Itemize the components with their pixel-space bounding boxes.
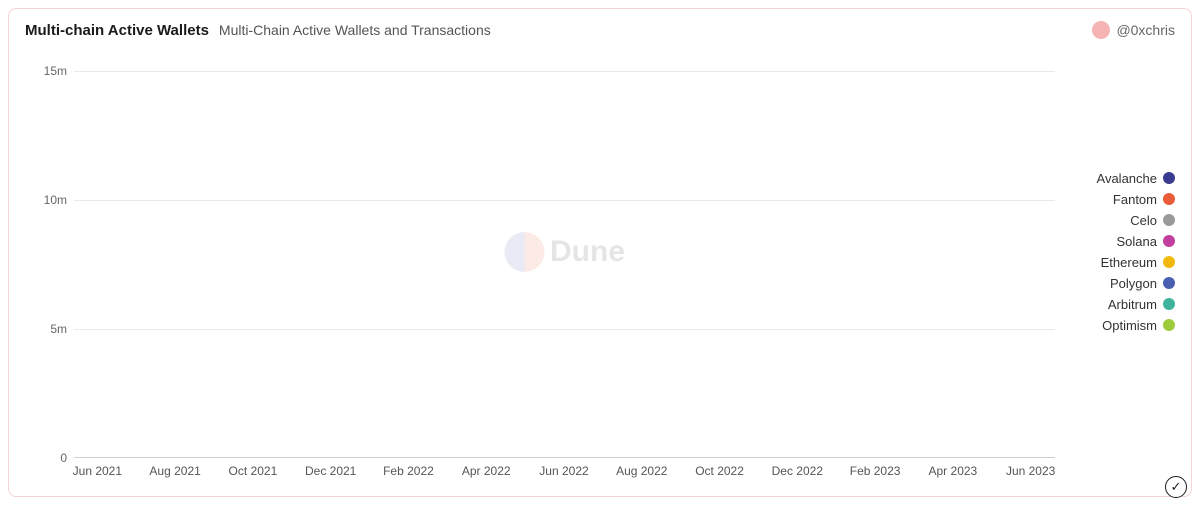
legend-item-polygon[interactable]: Polygon (1067, 276, 1175, 291)
legend-item-fantom[interactable]: Fantom (1067, 192, 1175, 207)
x-tick-label: Oct 2022 (695, 464, 744, 478)
legend-label: Arbitrum (1108, 297, 1157, 312)
x-tick-label: Jun 2021 (73, 464, 122, 478)
grid-line (74, 329, 1055, 330)
title-group: Multi-chain Active Wallets Multi-Chain A… (25, 22, 491, 39)
x-tick-label: Apr 2023 (929, 464, 978, 478)
author-link[interactable]: @0xchris (1092, 21, 1175, 39)
bar-column (778, 45, 817, 458)
legend-item-ethereum[interactable]: Ethereum (1067, 255, 1175, 270)
legend-label: Polygon (1110, 276, 1157, 291)
legend-swatch-icon (1163, 298, 1175, 310)
bars-container (74, 45, 1055, 458)
bar-column (467, 45, 506, 458)
chart-subtitle: Multi-Chain Active Wallets and Transacti… (219, 22, 491, 38)
bar-column (234, 45, 273, 458)
x-tick-label: Dec 2021 (305, 464, 356, 478)
plot-wrap: 05m10m15m Dune (25, 45, 1055, 458)
bar-column (662, 45, 701, 458)
x-tick-label: Feb 2022 (383, 464, 434, 478)
bar-column (312, 45, 351, 458)
legend-swatch-icon (1163, 235, 1175, 247)
author-avatar-icon (1092, 21, 1110, 39)
bar-column (545, 45, 584, 458)
bar-column (972, 45, 1011, 458)
header: Multi-chain Active Wallets Multi-Chain A… (25, 21, 1175, 39)
bar-column (428, 45, 467, 458)
x-tick-label: Aug 2021 (149, 464, 200, 478)
bar-column (933, 45, 972, 458)
legend-swatch-icon (1163, 172, 1175, 184)
x-tick-label: Jun 2023 (1006, 464, 1055, 478)
x-tick-label: Feb 2023 (850, 464, 901, 478)
x-tick-label: Apr 2022 (462, 464, 511, 478)
legend-item-avalanche[interactable]: Avalanche (1067, 171, 1175, 186)
y-tick-label: 10m (44, 193, 67, 207)
bar-column (895, 45, 934, 458)
bar-column (1011, 45, 1050, 458)
plot-area[interactable]: Dune (73, 45, 1055, 458)
bar-column (273, 45, 312, 458)
legend-swatch-icon (1163, 277, 1175, 289)
x-tick-label: Dec 2022 (772, 464, 823, 478)
y-axis: 05m10m15m (25, 45, 73, 458)
legend: Avalanche Fantom Celo Solana Ethereum Polygon… (1055, 45, 1175, 458)
grid-line (74, 71, 1055, 72)
bar-column (856, 45, 895, 458)
bar-column (79, 45, 118, 458)
bar-column (118, 45, 157, 458)
bar-column (584, 45, 623, 458)
bar-column (506, 45, 545, 458)
chart-card: Multi-chain Active Wallets Multi-Chain A… (8, 8, 1192, 497)
legend-swatch-icon (1163, 256, 1175, 268)
bar-column (390, 45, 429, 458)
x-tick-label: Jun 2022 (539, 464, 588, 478)
legend-swatch-icon (1163, 214, 1175, 226)
legend-item-arbitrum[interactable]: Arbitrum (1067, 297, 1175, 312)
legend-swatch-icon (1163, 193, 1175, 205)
x-tick-label: Aug 2022 (616, 464, 667, 478)
legend-item-optimism[interactable]: Optimism (1067, 318, 1175, 333)
legend-label: Solana (1117, 234, 1157, 249)
bar-column (623, 45, 662, 458)
legend-swatch-icon (1163, 319, 1175, 331)
legend-item-solana[interactable]: Solana (1067, 234, 1175, 249)
bar-column (700, 45, 739, 458)
chart-title: Multi-chain Active Wallets (25, 22, 209, 39)
verified-check-icon[interactable]: ✓ (1165, 476, 1187, 498)
x-tick-label: Oct 2021 (229, 464, 278, 478)
author-handle: @0xchris (1116, 22, 1175, 38)
bar-column (739, 45, 778, 458)
legend-label: Celo (1130, 213, 1157, 228)
legend-item-celo[interactable]: Celo (1067, 213, 1175, 228)
legend-label: Fantom (1113, 192, 1157, 207)
bar-column (157, 45, 196, 458)
bar-column (195, 45, 234, 458)
grid-line (74, 200, 1055, 201)
legend-label: Avalanche (1097, 171, 1157, 186)
bar-column (817, 45, 856, 458)
legend-label: Optimism (1102, 318, 1157, 333)
bar-column (351, 45, 390, 458)
y-tick-label: 15m (44, 64, 67, 78)
legend-label: Ethereum (1101, 255, 1157, 270)
y-tick-label: 5m (50, 322, 67, 336)
chart-body: 05m10m15m Dune AvalancheFantomCeloSolana… (25, 45, 1175, 458)
x-axis: Jun 2021 Aug 2021 Oct 2021 Dec 2021 Feb 2022… (73, 458, 1055, 486)
y-tick-label: 0 (60, 451, 67, 465)
